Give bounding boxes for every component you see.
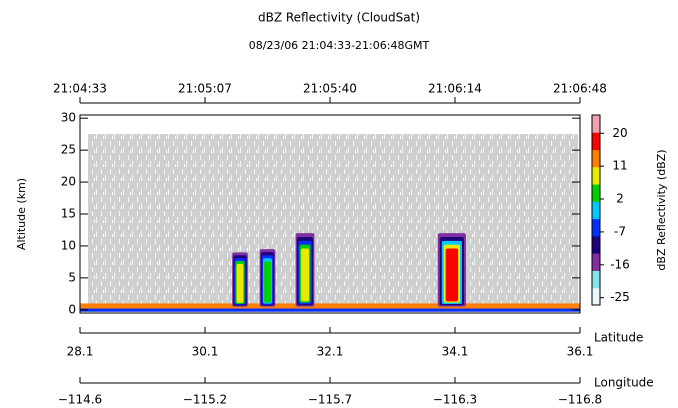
- colorbar-tick-label: -7: [614, 224, 626, 238]
- colorbar-frame: [591, 114, 601, 306]
- colorbar-tick-label: 2: [616, 192, 624, 206]
- cell-layer: [300, 248, 310, 302]
- colorbar-segment: [592, 132, 600, 151]
- cell-layer: [445, 248, 459, 302]
- x-tick-label: 30.1: [192, 345, 219, 359]
- y-tick-label: 10: [61, 238, 76, 252]
- x2-tick-label: −116.8: [558, 393, 602, 407]
- colorbar-tick-label: 11: [612, 159, 627, 173]
- x-tick-label: 34.1: [442, 345, 469, 359]
- cell-layer: [236, 263, 244, 303]
- colorbar-tick-label: -16: [610, 257, 630, 271]
- echo-noise: [88, 134, 578, 308]
- cloud-cell: [232, 252, 248, 307]
- colorbar-tick-label: -25: [610, 290, 630, 304]
- x2-tick-label: −116.3: [433, 393, 477, 407]
- x-tick-label: 36.1: [567, 345, 594, 359]
- colorbar-segment: [592, 287, 600, 306]
- time-tick-label: 21:05:40: [303, 82, 357, 96]
- cloud-cell: [295, 233, 315, 307]
- y-tick-label: 30: [61, 111, 76, 125]
- time-tick-label: 21:05:07: [178, 82, 232, 96]
- x2-tick-label: −115.2: [183, 393, 227, 407]
- colorbar-segment: [592, 253, 600, 271]
- time-tick-label: 21:06:48: [553, 82, 607, 96]
- colorbar-segment: [592, 166, 600, 185]
- y-tick-label: 5: [68, 270, 76, 284]
- y-tick-label: 15: [61, 207, 76, 221]
- y-tick-label: 20: [61, 175, 76, 189]
- y-axis-label: Altitude (km): [15, 178, 28, 250]
- colorbar-segment: [592, 149, 600, 168]
- colorbar-label: dBZ Reflectivity (dBZ): [655, 149, 668, 270]
- x-tick-label: 32.1: [317, 345, 344, 359]
- colorbar-segment: [592, 184, 600, 202]
- chart-subtitle: 08/23/06 21:04:33-21:06:48GMT: [249, 39, 430, 52]
- y-tick-label: 0: [68, 302, 76, 316]
- colorbar-segment: [592, 270, 600, 289]
- colorbar-segment: [592, 235, 600, 254]
- x2-tick-label: −115.7: [308, 393, 352, 407]
- colorbar-tick-label: 20: [612, 126, 627, 140]
- time-tick-label: 21:06:14: [428, 82, 482, 96]
- x2-tick-label: −114.6: [58, 393, 102, 407]
- chart-title: dBZ Reflectivity (CloudSat): [258, 11, 420, 25]
- x-tick-label: 28.1: [67, 345, 94, 359]
- colorbar-segment: [592, 115, 600, 133]
- x-axis-label: Latitude: [594, 331, 643, 345]
- cloud-cell: [259, 249, 276, 307]
- x2-axis-label: Longitude: [594, 376, 654, 390]
- colorbar-segment: [592, 218, 600, 237]
- surface-band: [80, 308, 580, 312]
- cell-layer: [264, 261, 271, 303]
- colorbar-segment: [592, 201, 600, 220]
- time-tick-label: 21:04:33: [53, 82, 107, 96]
- surface-band: [80, 303, 580, 310]
- cloud-cell: [437, 233, 466, 307]
- y-tick-label: 25: [61, 143, 76, 157]
